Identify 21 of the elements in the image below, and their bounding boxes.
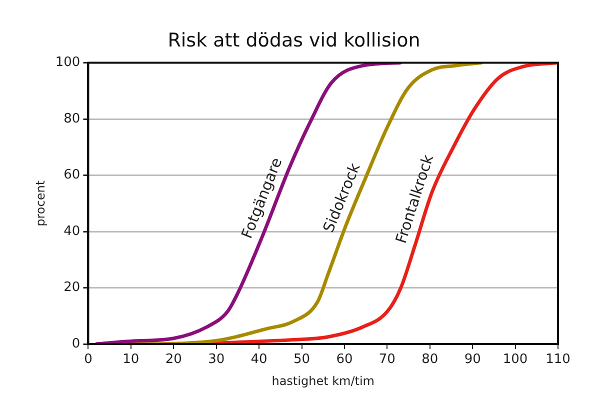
x-tick-label: 0: [84, 352, 92, 368]
x-tick-label: 80: [422, 352, 438, 368]
y-tick-label: 40: [64, 224, 80, 239]
x-tick-label: 90: [464, 352, 481, 368]
x-tick-label: 10: [122, 352, 140, 368]
x-tick-label: 20: [165, 352, 182, 368]
x-axis-title: hastighet km/tim: [272, 374, 375, 388]
y-axis-title: procent: [33, 180, 48, 226]
x-tick-label: 60: [336, 352, 353, 368]
x-tick-label: 40: [250, 352, 268, 368]
x-tick-label: 100: [502, 352, 528, 368]
y-tick-label: 100: [55, 55, 80, 70]
x-tick-label: 70: [378, 352, 396, 368]
y-tick-label: 80: [64, 111, 80, 126]
x-tick-label: 30: [208, 352, 225, 368]
x-tick-label: 110: [546, 352, 570, 368]
y-tick-label: 0: [72, 336, 80, 352]
chart-title: Risk att dödas vid kollision: [168, 29, 420, 52]
x-tick-label: 50: [293, 352, 310, 368]
y-tick-label: 20: [64, 280, 80, 296]
y-tick-label: 60: [64, 168, 80, 183]
